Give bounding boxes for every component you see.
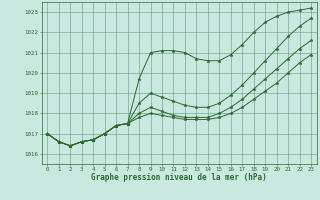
X-axis label: Graphe pression niveau de la mer (hPa): Graphe pression niveau de la mer (hPa) — [91, 173, 267, 182]
